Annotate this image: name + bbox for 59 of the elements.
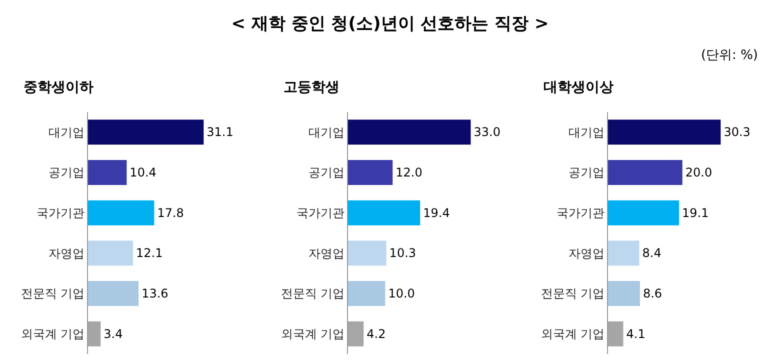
bar (608, 120, 721, 145)
bar (608, 160, 682, 185)
data-label: 4.1 (626, 326, 646, 341)
data-label: 4.2 (366, 326, 386, 341)
bar (348, 120, 471, 145)
chart-title: 대학생이상 (543, 79, 614, 96)
y-tick-label: 공기업 (308, 166, 345, 180)
y-tick-label: 대기업 (568, 125, 605, 140)
bar (348, 200, 420, 226)
y-tick-label: 외국계 기업 (540, 327, 605, 342)
text: (단위: %) (700, 47, 758, 64)
y-tick-label: 대기업 (48, 125, 85, 140)
y-tick-label: 국가기관 (556, 206, 605, 220)
data-label: 12.1 (136, 246, 163, 260)
data-label: 8.4 (642, 246, 662, 260)
bar (88, 160, 127, 185)
bar (88, 321, 101, 346)
data-label: 30.3 (724, 125, 750, 140)
bar (608, 240, 640, 266)
bar (348, 240, 386, 266)
bar (608, 281, 640, 306)
data-label: 19.4 (423, 206, 450, 220)
y-tick-label: 공기업 (48, 166, 85, 180)
y-tick-label: 외국계 기업 (280, 327, 345, 342)
text: < 재학 중인 청(소)년이 선호하는 직장 > (230, 13, 550, 35)
bar (88, 120, 204, 145)
chart-title: 중학생이하 (23, 79, 94, 96)
data-label: 31.1 (206, 125, 234, 140)
data-label: 12.0 (396, 166, 422, 180)
data-label: 19.1 (682, 206, 709, 220)
data-label: 3.4 (104, 326, 123, 341)
chart-title: 고등학생 (283, 79, 340, 96)
data-label: 8.6 (642, 286, 662, 300)
data-label: 10.0 (388, 286, 415, 300)
bar (348, 160, 393, 185)
y-tick-label: 국가기관 (36, 206, 85, 220)
bar (88, 281, 139, 306)
y-tick-label: 자영업 (568, 246, 605, 260)
bar (608, 200, 680, 226)
data-label: 10.4 (130, 166, 156, 180)
y-tick-label: 자영업 (308, 246, 345, 260)
y-tick-label: 공기업 (568, 166, 605, 180)
y-tick-label: 전문직 기업 (20, 286, 85, 301)
y-tick-label: 전문직 기업 (540, 286, 605, 301)
data-label: 33.0 (474, 125, 500, 140)
y-tick-label: 국가기관 (296, 206, 345, 220)
bar (348, 281, 386, 306)
data-label: 17.8 (157, 206, 184, 220)
bar (348, 321, 364, 346)
y-tick-label: 외국계 기업 (20, 327, 85, 342)
y-tick-label: 전문직 기업 (280, 286, 345, 301)
data-label: 20.0 (685, 166, 712, 180)
bar (88, 240, 133, 266)
y-tick-label: 대기업 (308, 125, 345, 140)
bar (88, 200, 154, 226)
data-label: 10.3 (389, 246, 416, 260)
y-tick-label: 자영업 (48, 246, 85, 260)
data-label: 13.6 (142, 286, 168, 300)
bar (608, 321, 624, 346)
